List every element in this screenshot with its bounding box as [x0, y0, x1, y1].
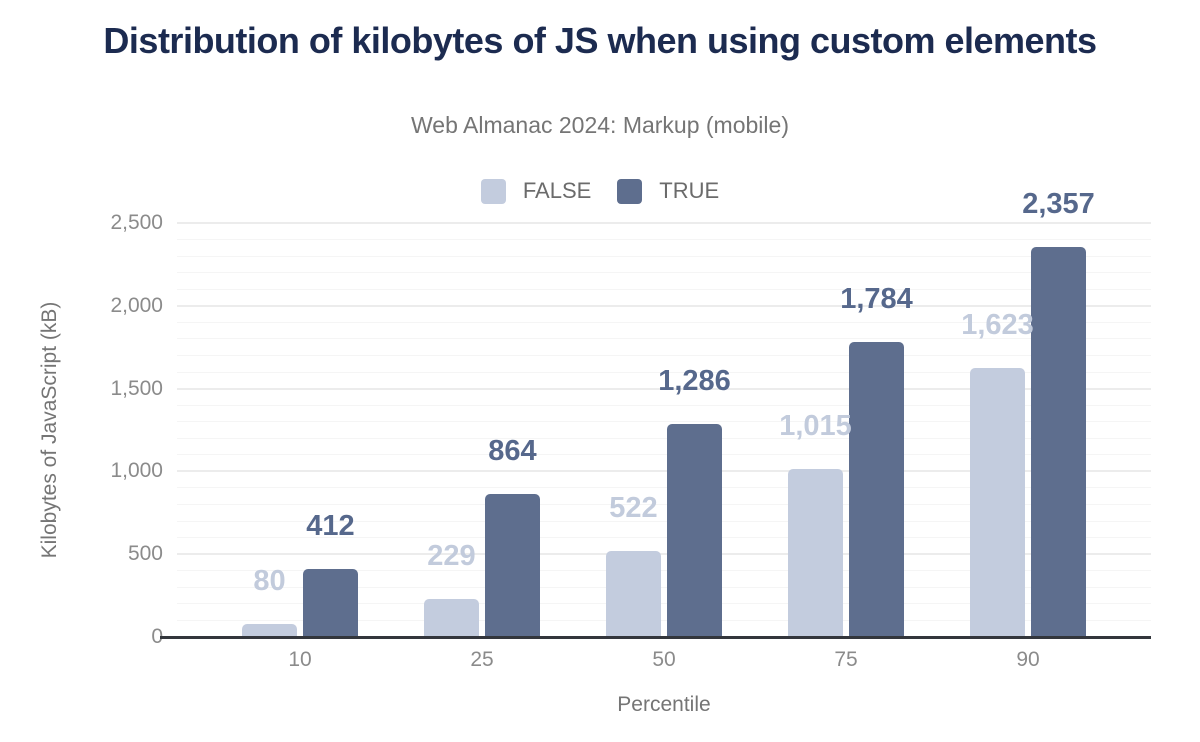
major-gridline — [177, 553, 1151, 556]
minor-gridline — [177, 354, 1151, 356]
minor-gridline — [177, 404, 1151, 406]
bar-true-p50[interactable] — [667, 424, 722, 637]
minor-gridline — [177, 520, 1151, 522]
y-tick-label: 2,500 — [110, 211, 163, 234]
minor-gridline — [177, 288, 1151, 290]
minor-gridline — [177, 537, 1151, 539]
bar-value-label-true-p10: 412 — [306, 509, 355, 542]
bar-true-p10[interactable] — [303, 568, 358, 637]
x-tick-label: 25 — [470, 648, 494, 671]
y-tick-label: 2,000 — [110, 293, 163, 317]
y-tick-label: 500 — [127, 542, 163, 566]
major-gridline — [177, 304, 1151, 307]
y-tick-label: 0 — [151, 625, 163, 648]
minor-gridline — [177, 272, 1151, 274]
bar-false-p25[interactable] — [424, 599, 479, 637]
bar-false-p10[interactable] — [242, 623, 297, 637]
minor-gridline — [177, 255, 1151, 257]
chart-subtitle: Web Almanac 2024: Markup (mobile) — [411, 112, 789, 138]
legend-item-true: TRUE — [617, 178, 719, 204]
minor-gridline — [177, 454, 1151, 456]
y-axis-title: Kilobytes of JavaScript (kB) — [38, 301, 61, 559]
bar-value-label-false-p25: 229 — [427, 540, 476, 573]
bar-true-p90[interactable] — [1031, 246, 1086, 637]
y-tick-label: 1,500 — [110, 376, 163, 400]
bar-value-label-true-p50: 1,286 — [658, 365, 731, 398]
minor-gridline — [177, 239, 1151, 241]
x-tick-label: 75 — [834, 648, 858, 671]
minor-gridline — [177, 321, 1151, 323]
legend-swatch-icon — [480, 178, 506, 204]
plot-area: 80 229 522 1,015 1,623 412 864 1,286 1,784 2,357 — [160, 189, 1151, 639]
x-tick-label: 50 — [652, 648, 676, 671]
legend-label: FALSE — [522, 178, 592, 203]
bar-value-label-true-p75: 1,784 — [840, 282, 913, 315]
minor-gridline — [177, 586, 1151, 588]
major-gridline — [177, 470, 1151, 473]
minor-gridline — [177, 421, 1151, 423]
minor-gridline — [177, 338, 1151, 340]
bar-value-label-true-p90: 2,357 — [1022, 187, 1095, 220]
bar-true-p75[interactable] — [849, 341, 904, 637]
x-tick-label: 10 — [288, 648, 312, 671]
x-tick-label: 90 — [1016, 648, 1040, 671]
minor-gridline — [177, 487, 1151, 489]
legend-label: TRUE — [659, 178, 720, 203]
bar-false-p90[interactable] — [970, 368, 1025, 637]
bar-value-label-false-p75: 1,015 — [779, 409, 852, 442]
chart-title: Distribution of kilobytes of JS when usi… — [103, 20, 1097, 61]
x-axis-title: Percentile — [617, 693, 711, 716]
bar-value-label-false-p10: 80 — [253, 564, 286, 597]
minor-gridline — [177, 619, 1151, 621]
bar-value-label-false-p50: 522 — [609, 491, 658, 524]
bar-true-p25[interactable] — [485, 493, 540, 637]
minor-gridline — [177, 437, 1151, 439]
bar-false-p75[interactable] — [788, 468, 843, 637]
bar-value-label-false-p90: 1,623 — [961, 309, 1034, 342]
x-axis-line — [160, 636, 1151, 639]
bar-false-p50[interactable] — [606, 550, 661, 637]
legend-swatch-icon — [617, 178, 643, 204]
bar-value-label-true-p25: 864 — [488, 434, 537, 467]
y-tick-label: 1,000 — [110, 459, 163, 483]
minor-gridline — [177, 603, 1151, 605]
legend: FALSE TRUE — [0, 178, 1200, 204]
legend-item-false: FALSE — [480, 178, 592, 204]
major-gridline — [177, 387, 1151, 390]
minor-gridline — [177, 371, 1151, 373]
minor-gridline — [177, 504, 1151, 506]
minor-gridline — [177, 570, 1151, 572]
major-gridline — [177, 222, 1151, 224]
